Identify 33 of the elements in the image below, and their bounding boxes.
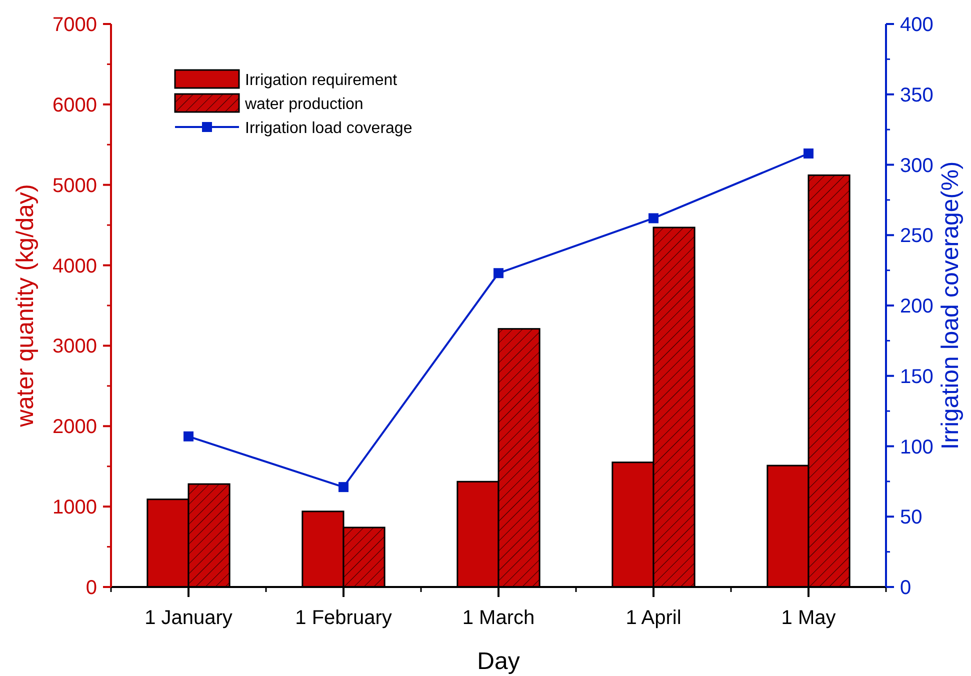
point	[804, 148, 814, 158]
y-tick-label: 5000	[52, 174, 97, 197]
y2-axis-title: Irrigation load coverage(%)	[937, 161, 964, 450]
legend-label: water production	[244, 96, 364, 113]
y-tick-label: 2000	[52, 416, 97, 438]
y-tick-label: 7000	[52, 14, 97, 36]
x-tick-label: 1 April	[626, 607, 682, 629]
y2-tick-label: 150	[900, 366, 934, 388]
x-tick-label: 1 March	[462, 607, 535, 629]
y2-tick-label: 200	[900, 296, 934, 318]
x-tick-label: 1 January	[144, 607, 232, 629]
y2-tick-label: 0	[900, 577, 912, 599]
y2-tick-label: 250	[900, 225, 934, 248]
point	[184, 431, 194, 442]
y2-tick-label: 50	[900, 506, 922, 529]
y-tick-label: 0	[86, 577, 97, 599]
y-axis-title: water quantity (kg/day)	[12, 184, 39, 428]
legend-label: Irrigation requirement	[245, 72, 398, 89]
legend-label: Irrigation load coverage	[245, 120, 412, 137]
point	[494, 268, 504, 278]
point	[648, 213, 658, 224]
y-tick-label: 1000	[52, 496, 97, 519]
x-tick-label: 1 May	[781, 607, 836, 629]
x-axis-title: Day	[477, 648, 520, 675]
point	[338, 482, 348, 492]
y2-tick-label: 300	[900, 154, 934, 177]
y2-tick-label: 100	[900, 436, 934, 458]
y-tick-label: 3000	[52, 336, 97, 358]
y-tick-label: 6000	[52, 94, 97, 116]
x-tick-label: 1 February	[295, 607, 392, 629]
y2-tick-label: 400	[900, 14, 934, 36]
y-tick-label: 4000	[52, 255, 97, 278]
y2-tick-label: 350	[900, 84, 934, 106]
